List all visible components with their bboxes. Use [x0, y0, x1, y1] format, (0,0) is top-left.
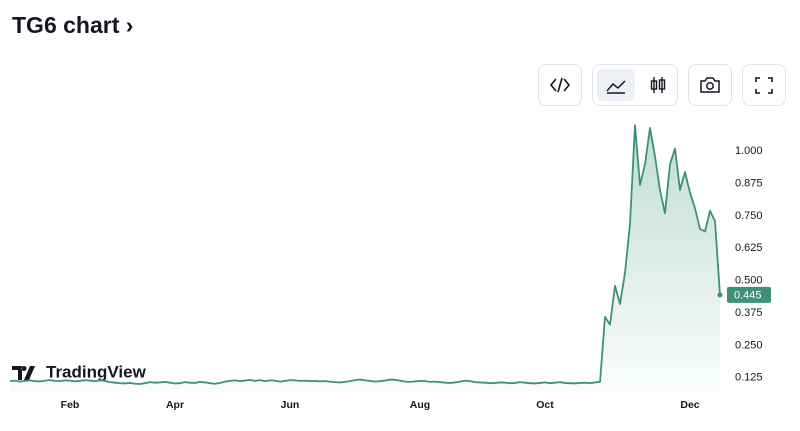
- brand-name: TradingView: [46, 362, 147, 381]
- brand[interactable]: TradingView: [12, 362, 147, 381]
- x-tick-label: Aug: [410, 399, 430, 411]
- y-tick-label: 0.375: [735, 307, 763, 319]
- y-tick-label: 0.875: [735, 178, 763, 190]
- brand-logo: [12, 366, 35, 380]
- x-tick-label: Oct: [536, 399, 554, 411]
- fullscreen-button[interactable]: [742, 64, 786, 106]
- y-tick-label: 0.500: [735, 275, 763, 287]
- y-tick-label: 0.625: [735, 242, 763, 254]
- candle-button[interactable]: [643, 69, 673, 101]
- last-value-box: [727, 286, 771, 303]
- icon: [549, 77, 571, 93]
- chart-type-group: [592, 64, 678, 106]
- title[interactable]: TG6 chart: [12, 12, 120, 38]
- price-line: [9, 124, 721, 385]
- x-tick-label: Feb: [61, 399, 80, 411]
- x-tick-label: Jun: [281, 399, 300, 411]
- y-tick-label: 0.750: [735, 210, 763, 222]
- last-point: [717, 292, 723, 298]
- last-value-label: 0.445: [734, 289, 762, 301]
- chevron: ›: [125, 12, 134, 38]
- y-tick-label: 0.250: [735, 339, 763, 351]
- y-tick-label: 0.125: [735, 372, 763, 384]
- icon: [755, 77, 773, 94]
- x-tick-label: Dec: [680, 399, 699, 411]
- area-button[interactable]: [597, 69, 635, 101]
- embed-button[interactable]: [538, 64, 582, 106]
- y-tick-label: 1.000: [735, 145, 763, 157]
- area-fill: [10, 125, 720, 393]
- header[interactable]: TG6 chart ›: [12, 12, 133, 39]
- snapshot-button[interactable]: [688, 64, 732, 106]
- icon: [700, 77, 720, 93]
- icon: [606, 80, 626, 94]
- x-tick-label: Apr: [166, 399, 184, 411]
